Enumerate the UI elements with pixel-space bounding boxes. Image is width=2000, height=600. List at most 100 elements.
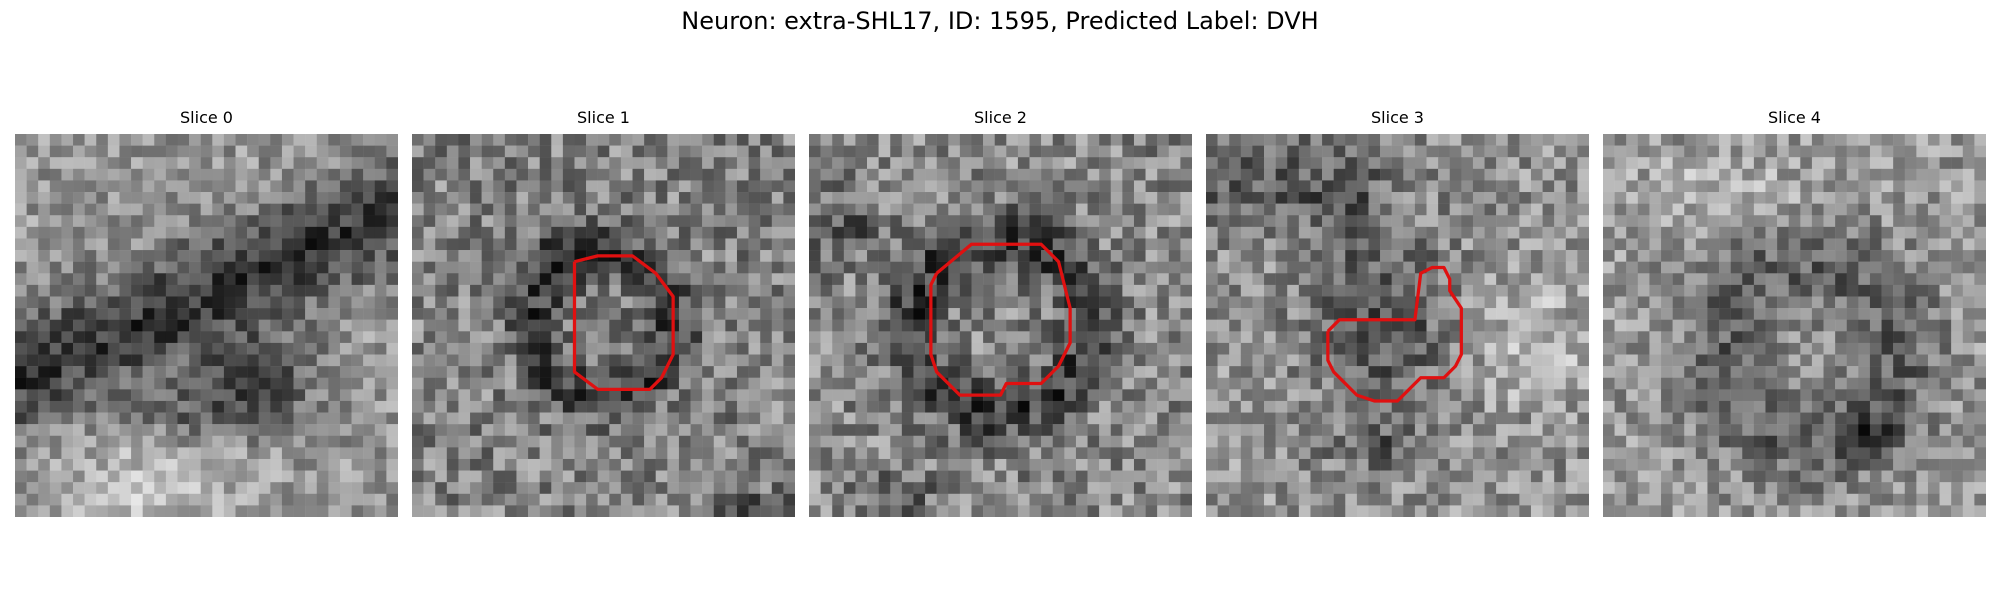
pixel [363, 308, 376, 320]
pixel [458, 458, 471, 471]
pixel [1939, 226, 1952, 239]
pixel [1765, 226, 1778, 239]
pixel [1240, 134, 1253, 146]
pixel [1017, 319, 1030, 332]
pixel [305, 447, 317, 460]
pixel [725, 331, 738, 344]
pixel [1637, 226, 1650, 239]
pixel [235, 458, 248, 471]
pixel [316, 203, 329, 216]
pixel [1449, 284, 1462, 297]
pixel [412, 493, 424, 506]
pixel [644, 226, 656, 239]
pixel [1168, 157, 1181, 170]
pixel [820, 192, 833, 204]
pixel [1542, 319, 1555, 332]
pixel [1168, 412, 1181, 425]
pixel [1145, 354, 1158, 367]
pixel [1695, 273, 1708, 286]
pixel [1835, 296, 1847, 309]
pixel [177, 505, 190, 517]
pixel [644, 389, 656, 402]
pixel [1029, 192, 1042, 204]
pixel [493, 482, 506, 495]
pixel [702, 308, 714, 320]
pixel [1661, 134, 1673, 146]
pixel [1449, 366, 1462, 378]
pixel [713, 145, 726, 158]
pixel [1974, 215, 1986, 228]
pixel [1099, 331, 1111, 344]
pixel [1075, 319, 1088, 332]
pixel [609, 308, 622, 320]
pixel [1345, 273, 1358, 286]
pixel [983, 354, 995, 367]
pixel [713, 215, 726, 228]
pixel [1414, 470, 1427, 483]
pixel [470, 470, 482, 483]
pixel [1507, 412, 1520, 425]
pixel [551, 447, 564, 460]
pixel [1811, 342, 1824, 355]
pixel [1110, 424, 1123, 436]
pixel [1133, 284, 1146, 297]
pixel [959, 319, 972, 332]
pixel [1298, 319, 1311, 332]
pixel [867, 192, 879, 204]
pixel [1287, 342, 1300, 355]
pixel [1356, 389, 1369, 402]
pixel [49, 412, 62, 425]
pixel [948, 366, 961, 378]
pixel [1229, 296, 1242, 309]
pixel [1927, 215, 1940, 228]
pixel [1869, 284, 1882, 297]
pixel [1122, 354, 1135, 367]
pixel [760, 342, 773, 355]
pixel [1333, 354, 1346, 367]
pixel [1017, 134, 1030, 146]
slice-panel-0: Slice 0 [15, 108, 398, 517]
pixel [1240, 180, 1253, 193]
pixel [386, 505, 398, 517]
pixel [1217, 342, 1230, 355]
pixel [1496, 412, 1508, 425]
pixel [913, 354, 926, 367]
pixel [1414, 250, 1427, 262]
pixel [1684, 168, 1697, 181]
pixel [235, 366, 248, 378]
pixel [189, 145, 201, 158]
pixel [971, 447, 984, 460]
pixel [281, 296, 294, 309]
pixel [258, 354, 271, 367]
pixel [1869, 296, 1882, 309]
pixel [339, 145, 352, 158]
pixel [832, 168, 845, 181]
pixel [374, 308, 387, 320]
pixel [855, 157, 868, 170]
pixel [690, 435, 703, 448]
pixel [73, 435, 85, 448]
pixel [1881, 226, 1894, 239]
pixel [1298, 470, 1311, 483]
pixel [551, 412, 564, 425]
pixel [1006, 134, 1019, 146]
pixel [748, 180, 761, 193]
pixel [725, 400, 738, 413]
pixel [1461, 342, 1474, 355]
pixel [1800, 261, 1813, 274]
pixel [809, 203, 821, 216]
pixel [1951, 250, 1964, 262]
pixel [15, 238, 27, 251]
pixel [539, 319, 552, 332]
pixel [1661, 342, 1673, 355]
pixel [493, 168, 506, 181]
pixel [1264, 168, 1276, 181]
pixel [293, 505, 306, 517]
pixel [1403, 319, 1416, 332]
pixel [235, 389, 248, 402]
pixel [504, 226, 517, 239]
pixel [316, 458, 329, 471]
pixel [49, 296, 62, 309]
pixel [1554, 377, 1567, 390]
pixel [913, 458, 926, 471]
